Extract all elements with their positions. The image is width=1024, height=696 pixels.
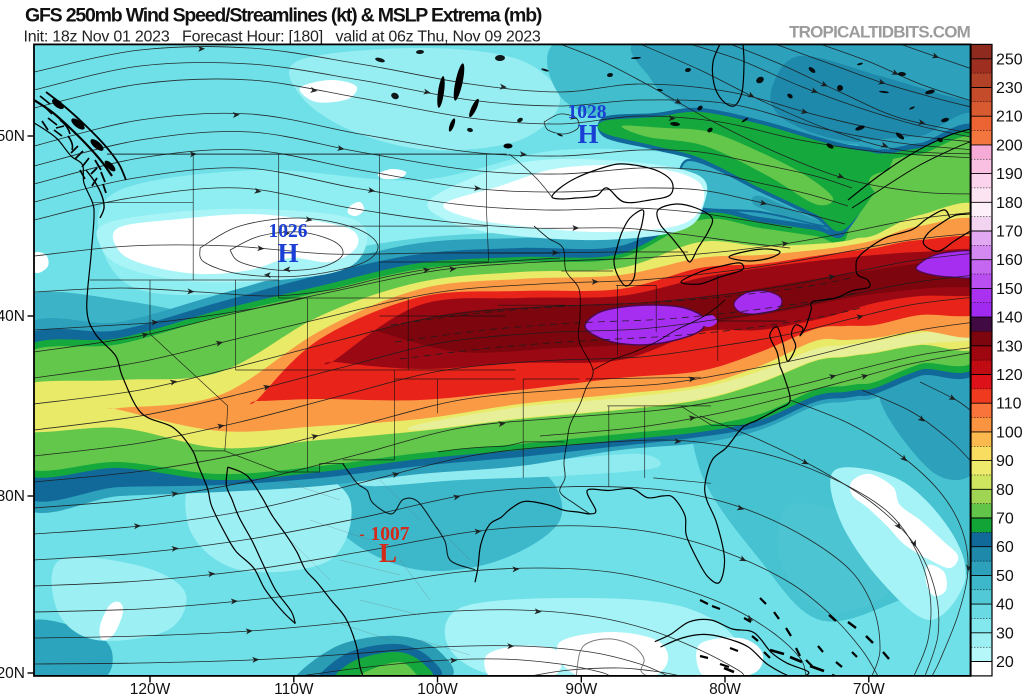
- svg-text:180: 180: [996, 195, 1023, 212]
- svg-text:160: 160: [996, 252, 1023, 269]
- svg-text:70: 70: [996, 511, 1014, 528]
- svg-text:210: 210: [996, 109, 1023, 126]
- svg-text:H: H: [277, 238, 298, 268]
- svg-text:1026: 1026: [269, 221, 308, 242]
- svg-text:120W: 120W: [130, 681, 171, 696]
- svg-text:190: 190: [996, 166, 1023, 183]
- svg-text:20: 20: [996, 654, 1014, 671]
- svg-text:TROPICALTIDBITS.COM: TROPICALTIDBITS.COM: [789, 23, 971, 42]
- svg-text:30: 30: [996, 625, 1014, 642]
- svg-text:60: 60: [996, 539, 1014, 556]
- svg-text:20N: 20N: [0, 665, 25, 682]
- svg-text:250: 250: [996, 51, 1023, 68]
- svg-text:30N: 30N: [0, 488, 25, 505]
- svg-text:L: L: [379, 538, 397, 568]
- svg-text:1028: 1028: [568, 102, 607, 123]
- svg-text:80W: 80W: [709, 681, 741, 696]
- svg-text:70W: 70W: [853, 681, 885, 696]
- svg-text:120: 120: [996, 367, 1023, 384]
- svg-text:230: 230: [996, 80, 1023, 97]
- svg-text:80: 80: [996, 482, 1014, 499]
- svg-text:50: 50: [996, 568, 1014, 585]
- svg-text:130: 130: [996, 338, 1023, 355]
- svg-text:Init: 18z Nov 01 2023 Foreca: Init: 18z Nov 01 2023 Forecast Hour: [18…: [24, 29, 541, 46]
- svg-text:90W: 90W: [565, 681, 597, 696]
- svg-text:100: 100: [996, 424, 1023, 441]
- svg-text:140: 140: [996, 310, 1023, 327]
- svg-text:110W: 110W: [274, 681, 314, 696]
- svg-text:40: 40: [996, 597, 1014, 614]
- svg-text:200: 200: [996, 137, 1023, 154]
- svg-text:-: -: [359, 526, 364, 543]
- svg-text:110: 110: [996, 396, 1022, 413]
- svg-text:150: 150: [996, 281, 1023, 298]
- svg-text:H: H: [577, 119, 598, 149]
- svg-text:100W: 100W: [417, 681, 458, 696]
- svg-text:90: 90: [996, 453, 1014, 470]
- svg-text:170: 170: [996, 224, 1023, 241]
- svg-text:1007: 1007: [371, 524, 410, 545]
- svg-text:50N: 50N: [0, 128, 25, 145]
- svg-text:40N: 40N: [0, 308, 25, 325]
- svg-text:GFS 250mb Wind Speed/Streamlin: GFS 250mb Wind Speed/Streamlines (kt) & …: [25, 5, 542, 27]
